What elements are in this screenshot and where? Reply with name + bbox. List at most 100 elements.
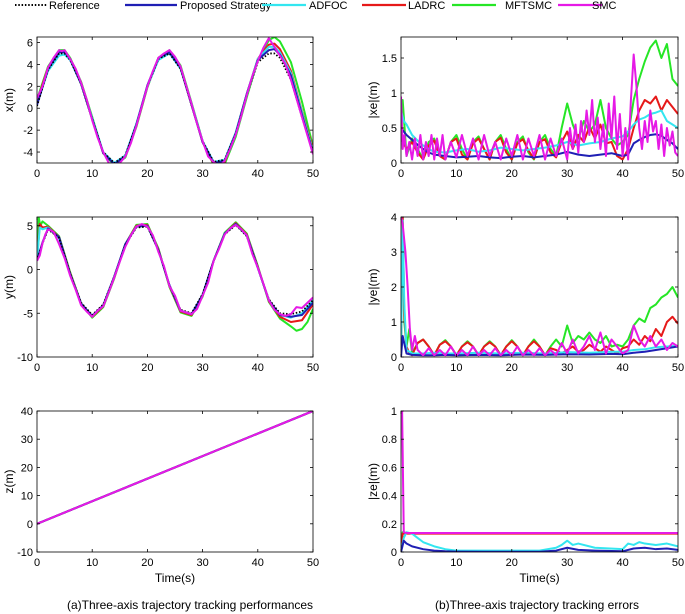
series-group-y (37, 217, 313, 332)
y-tick-label: 20 (21, 462, 33, 474)
x-tick-label: 20 (506, 168, 518, 180)
x-tick-label: 20 (506, 557, 518, 569)
axes-frame-z (36, 410, 314, 553)
caption-right: (b)Three-axis trajectory tracking errors (435, 598, 639, 612)
axes-frame-x (36, 36, 314, 164)
y-tick-label: 0 (27, 265, 33, 277)
y-tick-label: -2 (23, 125, 33, 137)
legend-label-adfoc: ADFOC (309, 0, 348, 12)
x-tick-label: 40 (252, 557, 264, 569)
x-tick-label: 0 (398, 168, 404, 180)
caption-left: (a)Three-axis trajectory tracking perfor… (67, 598, 313, 612)
y-tick-label: 1 (391, 406, 397, 418)
y-tick-label: 5 (27, 221, 33, 233)
series-group-xe (401, 39, 678, 161)
x-tick-label: 50 (672, 557, 684, 569)
x-tick-label: 10 (86, 557, 98, 569)
series-line-z-smc (37, 411, 313, 525)
x-tick-label: 50 (307, 168, 319, 180)
series-group-ye (401, 217, 678, 357)
legend-label-ladrc: LADRC (408, 0, 445, 12)
x-tick-label: 30 (561, 362, 573, 374)
x-tick-label: 0 (34, 362, 40, 374)
x-tick-label: 40 (616, 557, 628, 569)
legend-label-proposed-strategy: Proposed Strategy (180, 0, 272, 12)
y-tick-label: -10 (17, 352, 33, 364)
plot-area-ze (401, 411, 678, 552)
series-line-ze-adfoc (401, 531, 678, 552)
legend: Reference Proposed Strategy ADFOC LADRC MFTS… (15, 0, 617, 12)
y-tick-label: 1.5 (382, 53, 397, 65)
y-tick-label: 0 (391, 158, 397, 170)
series-line-ye-adfoc (401, 219, 678, 357)
panel-ze: 0 10 20 30 40 50 0 0.2 0.4 0.6 0.8 1 |ze|(m) Time(s) (366, 406, 684, 585)
legend-label-smc: SMC (592, 0, 617, 12)
x-tick-label: 0 (34, 168, 40, 180)
y-tick-label: 2 (391, 282, 397, 294)
y-tick-label: 1 (391, 88, 397, 100)
x-tick-label: 20 (506, 362, 518, 374)
axes-frame-xe (400, 36, 679, 164)
series-line-x-smc (37, 37, 313, 163)
x-tick-label: 30 (196, 362, 208, 374)
series-line-y-smc (37, 223, 313, 318)
y-tick-label: 4 (27, 59, 33, 71)
axes-frame-y (36, 216, 314, 358)
y-tick-label: 3 (391, 247, 397, 259)
y-tick-label: 30 (21, 434, 33, 446)
x-tick-label: 0 (398, 557, 404, 569)
x-tick-label: 50 (672, 362, 684, 374)
series-line-x-reference (37, 52, 313, 163)
y-tick-label: 2 (27, 81, 33, 93)
plot-area-ye (401, 217, 678, 357)
y-tick-label: 0.2 (382, 519, 397, 531)
y-axis-label-xe: |xe|(m) (366, 82, 380, 119)
series-line-ze-smc (401, 411, 678, 534)
series-group-z (37, 411, 313, 525)
y-tick-label: 0.6 (382, 462, 397, 474)
y-axis-label-y: y(m) (2, 275, 16, 299)
x-tick-label: 0 (34, 557, 40, 569)
x-tick-label: 20 (141, 168, 153, 180)
y-tick-label: -10 (17, 547, 33, 559)
y-tick-label: 4 (391, 212, 397, 224)
plot-area-y (37, 217, 313, 357)
y-tick-label: -5 (23, 308, 33, 320)
x-tick-label: 30 (561, 168, 573, 180)
x-tick-label: 10 (450, 168, 462, 180)
y-tick-label: 0 (391, 547, 397, 559)
x-tick-label: 30 (196, 168, 208, 180)
x-axis-label-z: Time(s) (155, 571, 195, 585)
x-tick-label: 10 (86, 168, 98, 180)
y-tick-label: 0.5 (382, 123, 397, 135)
x-tick-label: 10 (86, 362, 98, 374)
y-axis-label-ze: |ze|(m) (366, 463, 380, 500)
x-tick-label: 50 (307, 362, 319, 374)
y-tick-label: -4 (23, 147, 33, 159)
y-tick-label: 1 (391, 317, 397, 329)
plot-area-z (37, 411, 313, 552)
y-tick-label: 10 (21, 491, 33, 503)
y-axis-label-ye: |ye|(m) (366, 269, 380, 306)
panel-xe: 0 10 20 30 40 50 0 0.5 1 1.5 |xe|(m) (366, 36, 684, 180)
panel-y: 0 10 20 30 40 50 -10 -5 0 5 y(m) (2, 216, 319, 374)
panel-ye: 0 10 20 30 40 50 0 1 2 3 4 |ye|(m) (366, 212, 684, 374)
x-tick-label: 50 (672, 168, 684, 180)
y-tick-label: 0.8 (382, 434, 397, 446)
y-axis-label-z: z(m) (2, 470, 16, 494)
x-tick-label: 20 (141, 557, 153, 569)
y-tick-label: 0 (27, 103, 33, 115)
y-axis-label-x: x(m) (2, 88, 16, 112)
y-tick-label: 0 (27, 519, 33, 531)
x-tick-label: 50 (307, 557, 319, 569)
x-tick-label: 30 (561, 557, 573, 569)
legend-label-mftsmc: MFTSMC (505, 0, 552, 12)
series-line-xe-smc (401, 53, 678, 161)
y-tick-label: 0 (391, 352, 397, 364)
x-tick-label: 40 (616, 362, 628, 374)
x-tick-label: 40 (252, 362, 264, 374)
series-line-ye-smc (401, 217, 678, 357)
